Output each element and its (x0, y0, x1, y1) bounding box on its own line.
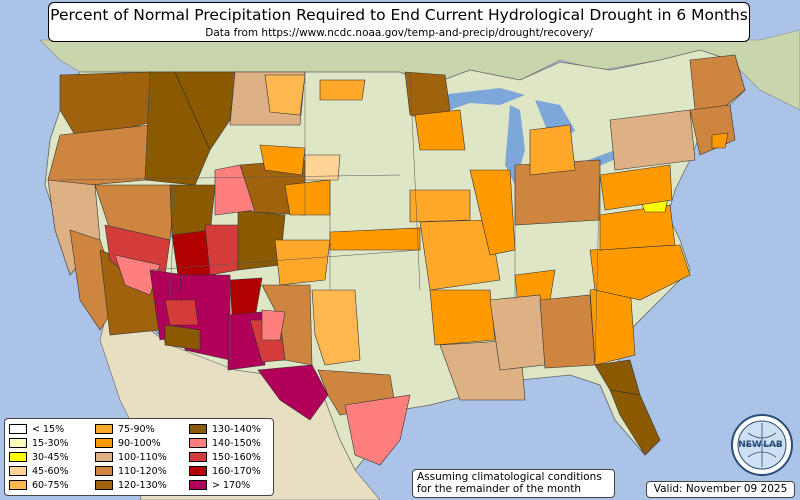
newlab-logo: NEW LAB (731, 414, 793, 476)
legend-item: 120-130% (95, 478, 189, 492)
legend-item: 60-75% (9, 478, 95, 492)
region-arkansas (429, 289, 496, 346)
region-iowa (409, 189, 471, 223)
lake-superior (440, 88, 525, 110)
note-line-2: for the remainder of the month (417, 483, 582, 495)
drought-regions (47, 54, 746, 466)
region-nd-west (264, 74, 306, 116)
legend-swatch (95, 424, 113, 434)
legend-swatch (189, 452, 207, 462)
legend-item: 15-30% (9, 436, 95, 450)
legend-item: > 170% (189, 478, 279, 492)
legend-swatch (95, 466, 113, 476)
legend-label: 90-100% (118, 437, 161, 449)
region-mississippi (489, 294, 546, 371)
region-texas-w (257, 364, 329, 421)
region-texas-panhandle (311, 289, 361, 366)
logo-text-left: NEW (738, 440, 762, 450)
region-texas-s (344, 394, 411, 466)
legend-label: < 15% (32, 423, 65, 435)
note-box: Assuming climatological conditions for t… (412, 469, 615, 498)
legend-label: 100-110% (118, 451, 167, 463)
region-nd-east (319, 79, 366, 101)
region-ny (609, 109, 696, 171)
legend-swatch (9, 480, 27, 490)
region-new-england-n (689, 54, 746, 116)
region-nebraska-w (284, 179, 331, 216)
region-missouri (419, 219, 501, 291)
legend-label: 45-60% (32, 465, 69, 477)
region-arizona-sc (164, 299, 199, 326)
legend-item: < 15% (9, 422, 95, 436)
region-alabama (539, 294, 596, 369)
legend-swatch (189, 466, 207, 476)
legend-label: 60-75% (32, 479, 69, 491)
legend-swatch (9, 438, 27, 448)
legend-label: 15-30% (32, 437, 69, 449)
legend-label: 120-130% (118, 479, 167, 491)
legend-swatch (9, 466, 27, 476)
legend-label: 30-45% (32, 451, 69, 463)
legend: < 15% 15-30% 30-45% 45-60% 60-75% 75-90% 90-10… (4, 418, 274, 496)
valid-date: Valid: November 09 2025 (646, 481, 795, 498)
legend-item: 110-120% (95, 464, 189, 478)
legend-swatch (189, 424, 207, 434)
legend-swatch (189, 438, 207, 448)
legend-label: 140-150% (212, 437, 261, 449)
legend-item: 150-160% (189, 450, 279, 464)
region-oregon (47, 124, 151, 186)
region-michigan (529, 124, 576, 176)
page-subtitle: Data from https://www.ncdc.noaa.gov/temp… (205, 27, 593, 39)
legend-item: 140-150% (189, 436, 279, 450)
region-se-arizona (164, 324, 201, 351)
note-line-1: Assuming climatological conditions (417, 471, 602, 483)
legend-swatch (95, 452, 113, 462)
region-pennsylvania (599, 164, 673, 211)
title-box: Percent of Normal Precipitation Required… (48, 2, 750, 42)
region-colorado-w (204, 224, 241, 276)
legend-swatch (95, 438, 113, 448)
legend-item: 90-100% (95, 436, 189, 450)
logo-grid (742, 423, 782, 467)
region-wyoming-e (259, 144, 306, 176)
legend-item: 130-140% (189, 422, 279, 436)
legend-item: 100-110% (95, 450, 189, 464)
logo-text-right: LAB (763, 440, 783, 450)
legend-swatch (95, 480, 113, 490)
legend-label: 150-160% (212, 451, 261, 463)
legend-swatch (189, 480, 207, 490)
region-kansas (329, 227, 421, 251)
region-sw-nevada (114, 254, 161, 296)
legend-item: 30-45% (9, 450, 95, 464)
region-wisconsin (414, 109, 466, 151)
legend-label: 110-120% (118, 465, 167, 477)
page-title: Percent of Normal Precipitation Required… (50, 6, 748, 24)
legend-label: 160-170% (212, 465, 261, 477)
state-borders (59, 71, 601, 370)
legend-swatch (9, 452, 27, 462)
legend-label: 130-140% (212, 423, 261, 435)
legend-swatch (9, 424, 27, 434)
region-montana-west (174, 71, 236, 151)
legend-item: 160-170% (189, 464, 279, 478)
region-nm-pink (261, 309, 286, 341)
legend-label: > 170% (212, 479, 251, 491)
legend-item: 45-60% (9, 464, 95, 478)
legend-item: 75-90% (95, 422, 189, 436)
region-cape (711, 132, 729, 149)
region-oklahoma-w (274, 239, 331, 286)
region-florida (609, 389, 661, 456)
legend-label: 75-90% (118, 423, 155, 435)
